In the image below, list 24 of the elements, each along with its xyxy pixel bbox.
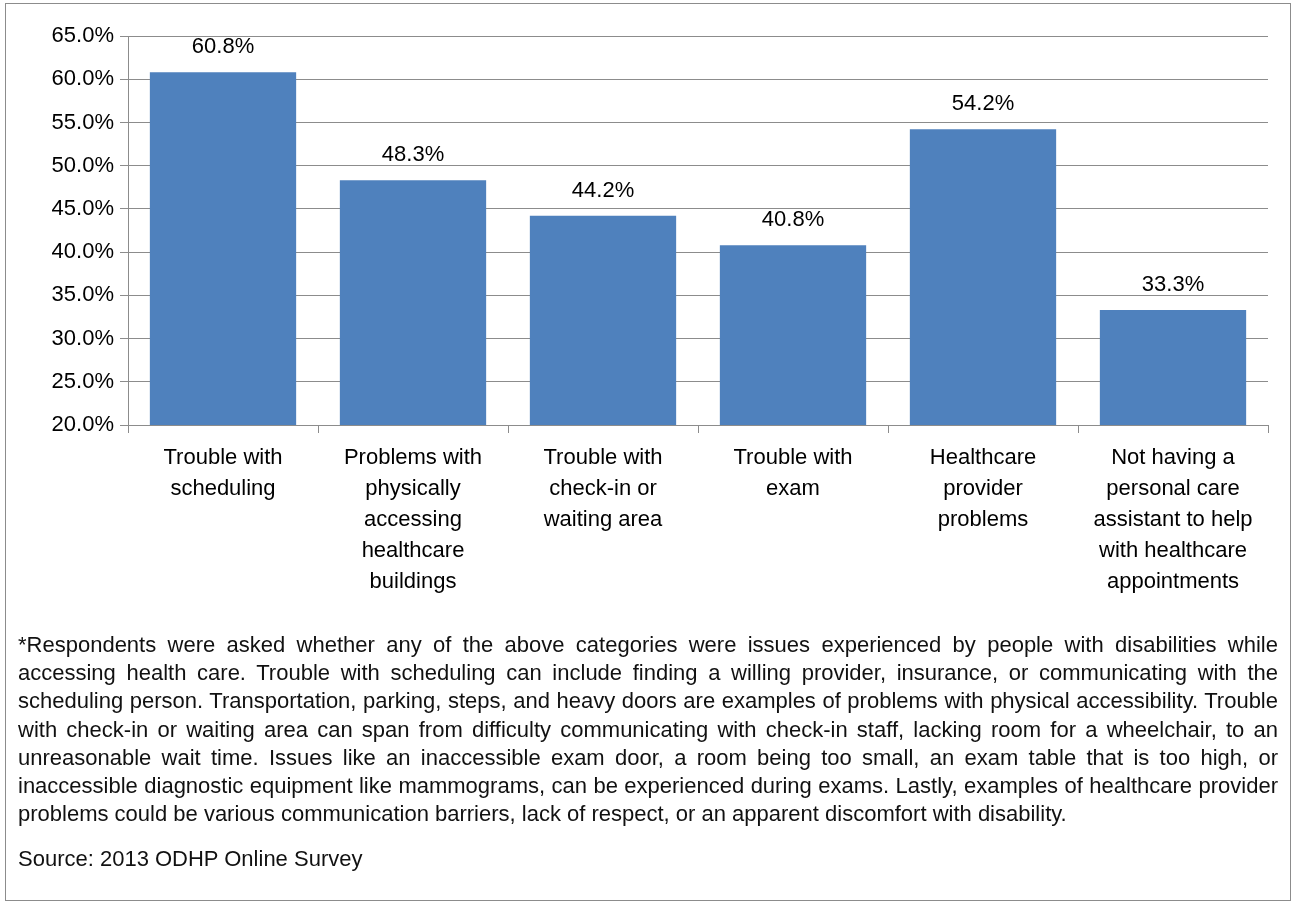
- source-note: Source: 2013 ODHP Online Survey: [18, 845, 364, 874]
- y-tick-label: 65.0%: [51, 22, 114, 48]
- y-tick-label: 30.0%: [51, 324, 114, 350]
- y-tick-label: 60.0%: [51, 65, 114, 91]
- y-tick-label: 55.0%: [51, 108, 114, 134]
- x-tick-label: Trouble with exam: [733, 444, 853, 501]
- x-tick-label: Trouble with scheduling: [163, 444, 283, 501]
- data-label: 60.8%: [191, 33, 255, 59]
- y-tick-label: 50.0%: [51, 151, 114, 177]
- y-tick-label: 35.0%: [51, 281, 114, 307]
- data-label: 44.2%: [571, 176, 635, 202]
- data-label: 33.3%: [1141, 271, 1205, 297]
- data-label: 40.8%: [761, 206, 825, 232]
- x-tick-label: Healthcare provider problems: [929, 444, 1037, 532]
- y-tick-label: 45.0%: [51, 194, 114, 220]
- data-label: 48.3%: [381, 141, 445, 167]
- x-tick-label: Problems with physically accessing healthcare buildings: [343, 444, 483, 593]
- x-tick-label: Trouble with check-in or waiting area: [542, 444, 664, 532]
- text: *Respondents were asked whether any of the above categories were issues experienced by people with disabilities while accessing health care. Trouble with scheduling can include finding a willing provider, insurance, or communicating with the scheduling person. Transportation, parking, steps, and heavy doors are examples of problems with physical accessibility. Trouble with check-in or waiting area can span from difficulty communicating with check-in staff, lacking room for a wheelchair, to an unreasonable wait time. Issues like an inaccessible exam door, a room being too small, an exam table that is too high, or inaccessible diagnostic equipment like mammograms, can be experienced during exams. Lastly, examples of healthcare provider problems could be various communication barriers, lack of respect, or an apparent discomfort with disability.: [18, 631, 1278, 829]
- y-tick-label: 20.0%: [51, 411, 114, 437]
- y-tick-label: 40.0%: [51, 238, 114, 264]
- data-label: 54.2%: [951, 90, 1015, 116]
- y-tick-label: 25.0%: [51, 367, 114, 393]
- x-tick-label: Not having a personal care assistant to help with healthcare appointments: [1093, 444, 1253, 593]
